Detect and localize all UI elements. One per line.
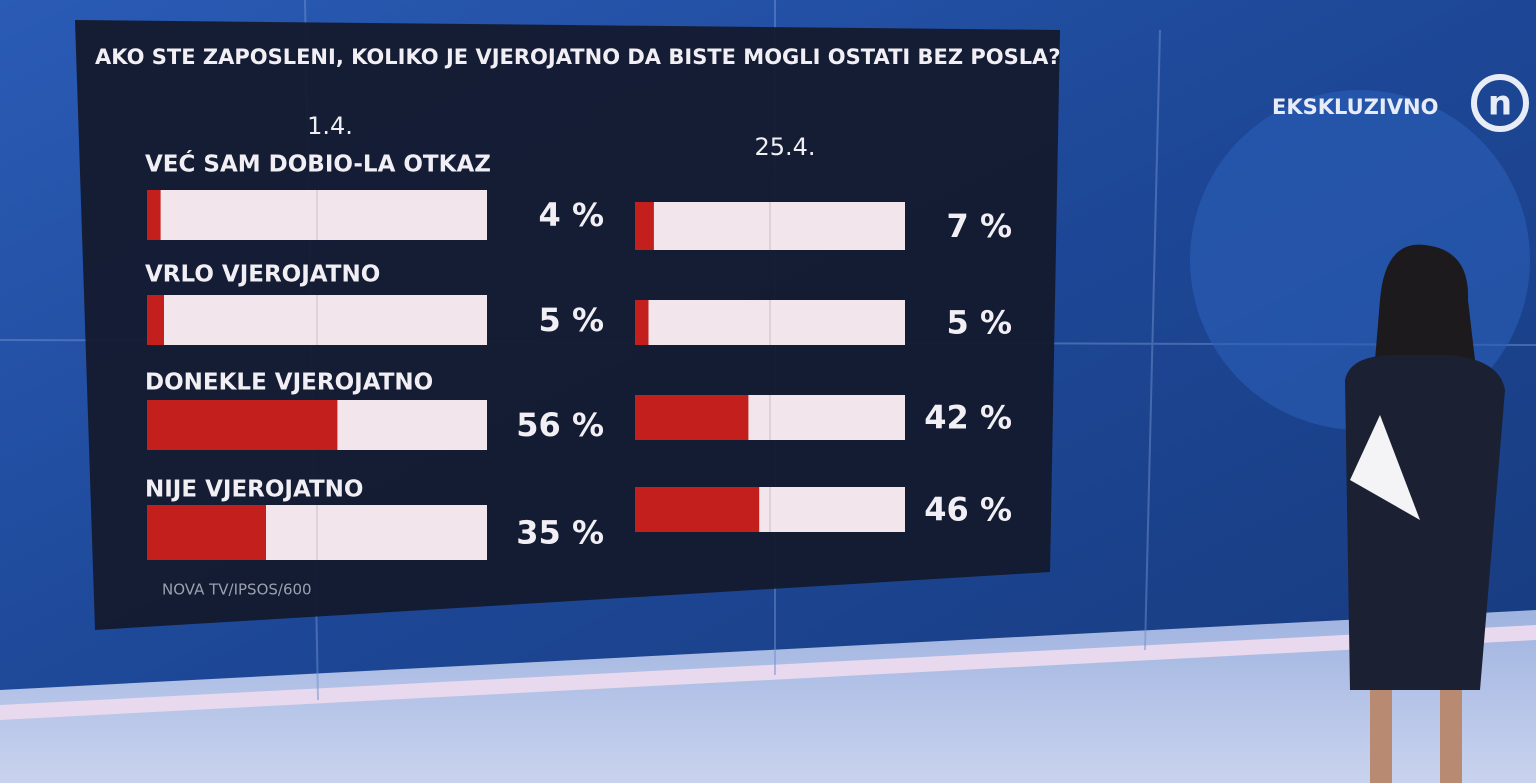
logo	[1471, 74, 1529, 132]
bar	[635, 300, 649, 345]
floor-edge	[0, 625, 1536, 720]
category-label: VEĆ SAM DOBIO-LA OTKAZ	[145, 150, 491, 178]
value-label: 42 %	[924, 399, 1012, 437]
chart-board	[75, 20, 1060, 630]
source: NOVA TV/IPSOS/600	[162, 581, 312, 599]
bar	[147, 295, 164, 345]
value-label: 56 %	[516, 406, 604, 444]
value-label: 5 %	[539, 301, 604, 339]
bar	[147, 400, 338, 450]
bar	[147, 190, 161, 240]
value-label: 5 %	[947, 304, 1012, 342]
badge: EKSKLUZIVNO	[1272, 95, 1438, 119]
chart-title: AKO STE ZAPOSLENI, KOLIKO JE VJEROJATNO …	[95, 45, 1061, 69]
value-label: 46 %	[924, 491, 1012, 529]
logo-letter: n	[1488, 84, 1512, 124]
category-label: DONEKLE VJEROJATNO	[145, 370, 433, 396]
bar	[635, 395, 749, 440]
bar	[147, 505, 266, 560]
bar	[635, 487, 760, 532]
series-label: 25.4.	[754, 133, 815, 161]
category-label: VRLO VJEROJATNO	[145, 262, 380, 288]
bar	[635, 202, 654, 250]
category-label: NIJE VJEROJATNO	[145, 477, 363, 503]
presenter	[1345, 244, 1505, 783]
value-label: 4 %	[539, 196, 604, 234]
series-label: 1.4.	[307, 112, 353, 140]
value-label: 35 %	[516, 514, 604, 552]
value-label: 7 %	[947, 207, 1012, 245]
